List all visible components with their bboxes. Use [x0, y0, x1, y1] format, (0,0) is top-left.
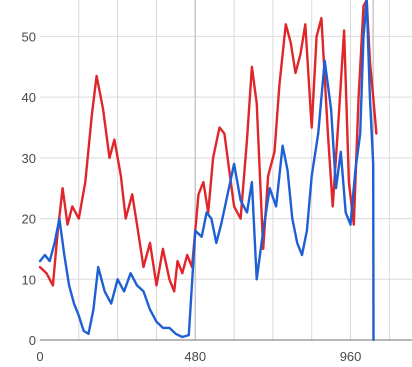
y-tick-label: 0	[29, 333, 36, 348]
x-tick-label: 0	[36, 349, 43, 364]
y-tick-label: 40	[22, 90, 36, 105]
y-axis-tick-labels: 0 10 20 30 40 50	[22, 29, 36, 348]
vertical-gridlines	[78, 0, 390, 340]
x-axis-tick-labels: 0 480 960	[36, 349, 361, 364]
y-tick-label: 10	[22, 272, 36, 287]
series-line-red	[38, 0, 378, 293]
series-line-blue	[38, 0, 375, 342]
y-tick-label: 20	[22, 212, 36, 227]
x-tick-label: 480	[184, 349, 206, 364]
series-lines	[38, 0, 378, 342]
y-tick-label: 30	[22, 151, 36, 166]
vertical-marker-lines	[194, 0, 374, 340]
x-tick-label: 960	[340, 349, 362, 364]
y-tick-label: 50	[22, 29, 36, 44]
